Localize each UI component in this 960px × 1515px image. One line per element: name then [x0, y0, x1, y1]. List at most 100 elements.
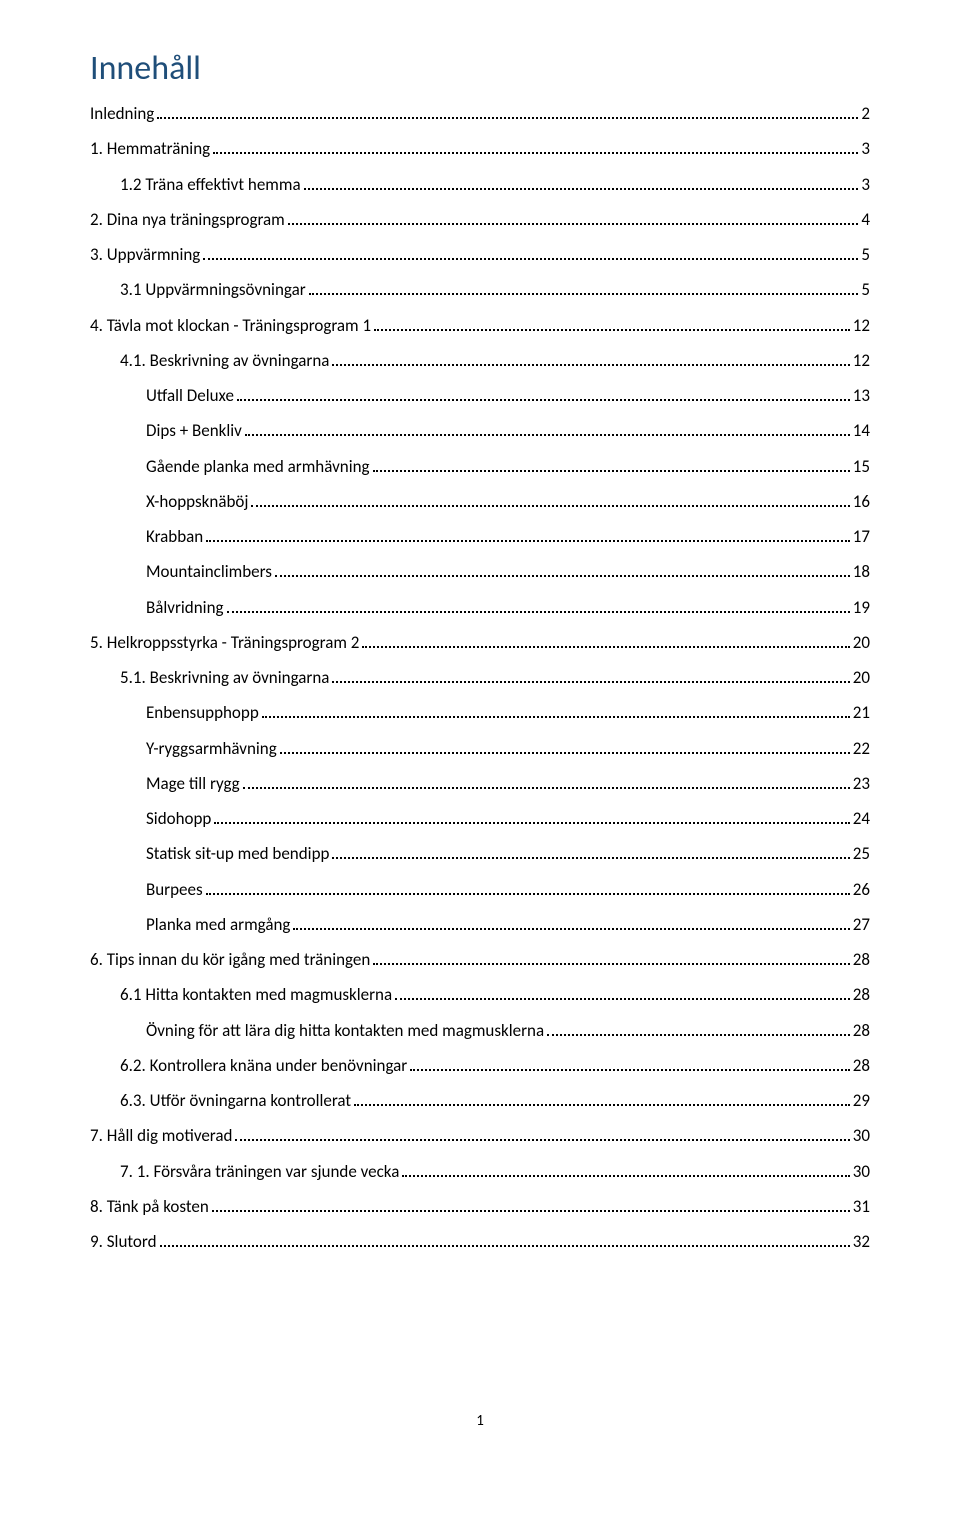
toc-entry-label: Övning för att lära dig hitta kontakten …	[146, 1020, 544, 1041]
toc-entry[interactable]: 7. 1. Försvåra träningen var sjunde veck…	[90, 1161, 870, 1182]
toc-entry-page: 5	[861, 279, 870, 300]
toc-entry[interactable]: 8. Tänk på kosten31	[90, 1196, 870, 1217]
toc-entry[interactable]: Gående planka med armhävning15	[90, 456, 870, 477]
toc-entry-page: 20	[853, 667, 870, 688]
toc-entry-label: 7. 1. Försvåra träningen var sjunde veck…	[120, 1161, 399, 1182]
toc-entry[interactable]: 7. Håll dig motiverad 30	[90, 1125, 870, 1146]
table-of-contents: Inledning2 1. Hemmaträning3 1.2 Träna effe…	[90, 103, 870, 1252]
toc-entry[interactable]: Dips + Benkliv14	[90, 420, 870, 441]
toc-entry[interactable]: Sidohopp 24	[90, 808, 870, 829]
toc-entry[interactable]: Bålvridning19	[90, 597, 870, 618]
toc-leader-dots	[203, 248, 858, 260]
toc-entry[interactable]: 5.1. Beskrivning av övningarna20	[90, 667, 870, 688]
toc-entry[interactable]: 6. Tips innan du kör igång med träningen…	[90, 949, 870, 970]
toc-entry-label: Mage till rygg	[146, 773, 240, 794]
toc-entry-page: 16	[853, 491, 870, 512]
toc-entry-label: Burpees	[146, 879, 203, 900]
toc-entry[interactable]: Övning för att lära dig hitta kontakten …	[90, 1020, 870, 1041]
toc-entry[interactable]: Utfall Deluxe13	[90, 385, 870, 406]
toc-entry-page: 15	[853, 456, 870, 477]
toc-entry[interactable]: Burpees26	[90, 879, 870, 900]
toc-entry[interactable]: 6.2. Kontrollera knäna under benövningar…	[90, 1055, 870, 1076]
toc-leader-dots	[213, 142, 858, 154]
toc-entry[interactable]: X-hoppsknäböj 16	[90, 491, 870, 512]
toc-entry[interactable]: Statisk sit-up med bendipp25	[90, 843, 870, 864]
toc-leader-dots	[237, 389, 850, 401]
toc-leader-dots	[547, 1024, 850, 1036]
toc-entry-page: 31	[853, 1196, 870, 1217]
toc-entry-label: X-hoppsknäböj	[146, 491, 248, 512]
toc-entry-label: 2. Dina nya träningsprogram	[90, 209, 285, 230]
toc-entry-label: 4.1. Beskrivning av övningarna	[120, 350, 329, 371]
toc-entry[interactable]: 1. Hemmaträning3	[90, 138, 870, 159]
toc-entry-page: 12	[853, 315, 870, 336]
toc-entry-label: 7. Håll dig motiverad	[90, 1125, 232, 1146]
toc-leader-dots	[354, 1094, 850, 1106]
toc-entry[interactable]: 2. Dina nya träningsprogram4	[90, 209, 870, 230]
toc-entry[interactable]: 5. Helkroppsstyrka - Träningsprogram 220	[90, 632, 870, 653]
toc-entry-label: Enbensupphopp	[146, 702, 259, 723]
toc-entry-page: 3	[861, 138, 870, 159]
toc-entry[interactable]: 3. Uppvärmning5	[90, 244, 870, 265]
toc-entry-label: 9. Slutord	[90, 1231, 157, 1252]
toc-leader-dots	[293, 918, 849, 930]
toc-leader-dots	[206, 530, 850, 542]
toc-entry-label: Utfall Deluxe	[146, 385, 234, 406]
toc-leader-dots	[332, 354, 849, 366]
toc-entry-page: 24	[853, 808, 870, 829]
toc-entry[interactable]: 4.1. Beskrivning av övningarna 12	[90, 350, 870, 371]
toc-leader-dots	[332, 671, 849, 683]
toc-entry-page: 2	[861, 103, 870, 124]
toc-leader-dots	[227, 601, 850, 613]
toc-leader-dots	[304, 178, 859, 190]
toc-entry-page: 22	[853, 738, 870, 759]
toc-entry[interactable]: 6.3. Utför övningarna kontrollerat 29	[90, 1090, 870, 1111]
toc-leader-dots	[373, 953, 849, 965]
toc-entry-label: Dips + Benkliv	[146, 420, 242, 441]
toc-entry-label: 6.3. Utför övningarna kontrollerat	[120, 1090, 351, 1111]
toc-entry-page: 28	[853, 949, 870, 970]
toc-entry[interactable]: Mage till rygg23	[90, 773, 870, 794]
toc-entry[interactable]: Y-ryggsarmhävning 22	[90, 738, 870, 759]
toc-leader-dots	[206, 883, 850, 895]
toc-entry-page: 29	[853, 1090, 870, 1111]
toc-entry-label: Krabban	[146, 526, 203, 547]
toc-leader-dots	[332, 847, 849, 859]
toc-leader-dots	[288, 213, 859, 225]
toc-entry-page: 30	[853, 1125, 870, 1146]
toc-entry[interactable]: Planka med armgång27	[90, 914, 870, 935]
toc-leader-dots	[251, 495, 849, 507]
toc-entry[interactable]: 6.1 Hitta kontakten med magmusklerna28	[90, 984, 870, 1005]
toc-entry[interactable]: Enbensupphopp21	[90, 702, 870, 723]
toc-entry[interactable]: 9. Slutord 32	[90, 1231, 870, 1252]
toc-entry-label: 4. Tävla mot klockan - Träningsprogram 1	[90, 315, 371, 336]
toc-entry[interactable]: 4. Tävla mot klockan - Träningsprogram 1…	[90, 315, 870, 336]
toc-entry[interactable]: Mountainclimbers18	[90, 561, 870, 582]
toc-leader-dots	[245, 424, 850, 436]
toc-leader-dots	[160, 1235, 850, 1247]
toc-entry-page: 3	[861, 174, 870, 195]
toc-entry-page: 12	[853, 350, 870, 371]
toc-entry-label: Y-ryggsarmhävning	[146, 738, 277, 759]
toc-entry-label: Planka med armgång	[146, 914, 290, 935]
toc-leader-dots	[395, 988, 850, 1000]
toc-leader-dots	[212, 1200, 850, 1212]
toc-entry-page: 18	[853, 561, 870, 582]
toc-entry[interactable]: 1.2 Träna effektivt hemma3	[90, 174, 870, 195]
toc-entry-page: 32	[853, 1231, 870, 1252]
toc-entry-label: Sidohopp	[146, 808, 211, 829]
toc-leader-dots	[262, 706, 850, 718]
toc-entry[interactable]: 3.1 Uppvärmningsövningar5	[90, 279, 870, 300]
toc-entry-label: 3. Uppvärmning	[90, 244, 200, 265]
toc-entry[interactable]: Inledning2	[90, 103, 870, 124]
toc-leader-dots	[373, 460, 850, 472]
page-number-footer: 1	[90, 1412, 870, 1430]
toc-entry-label: 6. Tips innan du kör igång med träningen	[90, 949, 370, 970]
toc-entry-label: Statisk sit-up med bendipp	[146, 843, 329, 864]
toc-entry-page: 20	[853, 632, 870, 653]
toc-leader-dots	[309, 283, 859, 295]
toc-leader-dots	[157, 107, 858, 119]
toc-leader-dots	[410, 1059, 850, 1071]
toc-entry[interactable]: Krabban17	[90, 526, 870, 547]
toc-entry-label: Bålvridning	[146, 597, 224, 618]
